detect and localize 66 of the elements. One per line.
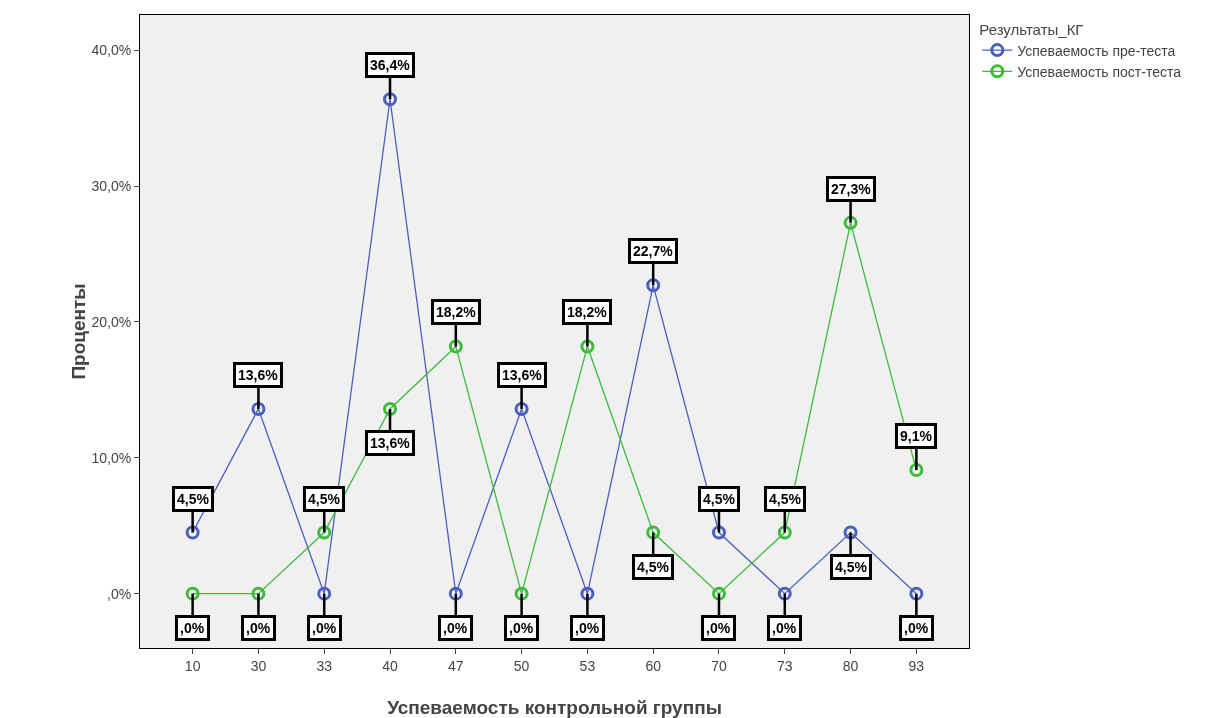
data-label: 13,6% xyxy=(502,367,543,383)
x-tick-label: 47 xyxy=(448,657,464,674)
data-label: 18,2% xyxy=(567,304,608,320)
point xyxy=(711,525,726,540)
data-label: ,0% xyxy=(509,620,534,636)
point xyxy=(711,586,726,601)
data-label: 4,5% xyxy=(703,491,736,507)
point xyxy=(251,586,266,601)
legend-title: Результаты_КГ xyxy=(979,20,1084,38)
data-label: ,0% xyxy=(312,620,337,636)
point xyxy=(777,525,792,540)
data-label: 13,6% xyxy=(238,367,279,383)
x-tick-label: 33 xyxy=(316,657,333,674)
y-tick-label: 30,0% xyxy=(91,178,132,195)
y-axis-title: Проценты xyxy=(68,283,90,380)
point xyxy=(843,525,858,540)
x-tick-label: 53 xyxy=(579,657,596,674)
legend-label: Успеваемость пост-теста xyxy=(1017,63,1182,80)
x-tick-label: 30 xyxy=(250,657,267,674)
x-tick-label: 60 xyxy=(645,657,662,674)
x-tick-label: 10 xyxy=(184,657,201,674)
data-label: 18,2% xyxy=(436,304,477,320)
point xyxy=(909,463,924,478)
x-tick-label: 73 xyxy=(776,657,793,674)
data-label: 4,5% xyxy=(835,559,868,575)
data-label: ,0% xyxy=(706,620,731,636)
point xyxy=(317,525,332,540)
data-label: 4,5% xyxy=(308,491,341,507)
point xyxy=(448,586,463,601)
point xyxy=(185,525,200,540)
data-label: ,0% xyxy=(443,620,468,636)
data-label: ,0% xyxy=(904,620,929,636)
data-label: 13,6% xyxy=(370,435,411,451)
y-tick-label: 40,0% xyxy=(91,42,132,59)
x-tick-label: 93 xyxy=(908,657,925,674)
point xyxy=(383,92,398,107)
data-label: ,0% xyxy=(246,620,271,636)
data-label: ,0% xyxy=(180,620,205,636)
point xyxy=(383,401,398,416)
point xyxy=(514,586,529,601)
data-label: 36,4% xyxy=(370,57,411,73)
data-label: 9,1% xyxy=(900,428,933,444)
legend-label: Успеваемость пре-теста xyxy=(1017,42,1176,59)
x-tick-label: 70 xyxy=(711,657,727,674)
point xyxy=(646,525,661,540)
point xyxy=(317,586,332,601)
point xyxy=(448,339,463,354)
point xyxy=(185,586,200,601)
y-tick-label: 10,0% xyxy=(91,449,132,466)
data-label: 4,5% xyxy=(769,491,802,507)
x-tick-label: 80 xyxy=(842,657,859,674)
data-label: 22,7% xyxy=(633,243,674,259)
point xyxy=(777,586,792,601)
data-label: 4,5% xyxy=(637,559,670,575)
y-tick-label: 20,0% xyxy=(91,313,132,330)
point xyxy=(580,586,595,601)
point xyxy=(909,586,924,601)
data-label: 27,3% xyxy=(831,181,872,197)
data-label: ,0% xyxy=(772,620,797,636)
data-label: 4,5% xyxy=(177,491,210,507)
x-axis-title: Успеваемость контрольной группы xyxy=(387,697,722,718)
y-tick-label: ,0% xyxy=(107,585,132,602)
data-label: ,0% xyxy=(575,620,600,636)
point xyxy=(646,278,661,293)
x-tick-label: 50 xyxy=(513,657,530,674)
x-tick-label: 40 xyxy=(382,657,399,674)
